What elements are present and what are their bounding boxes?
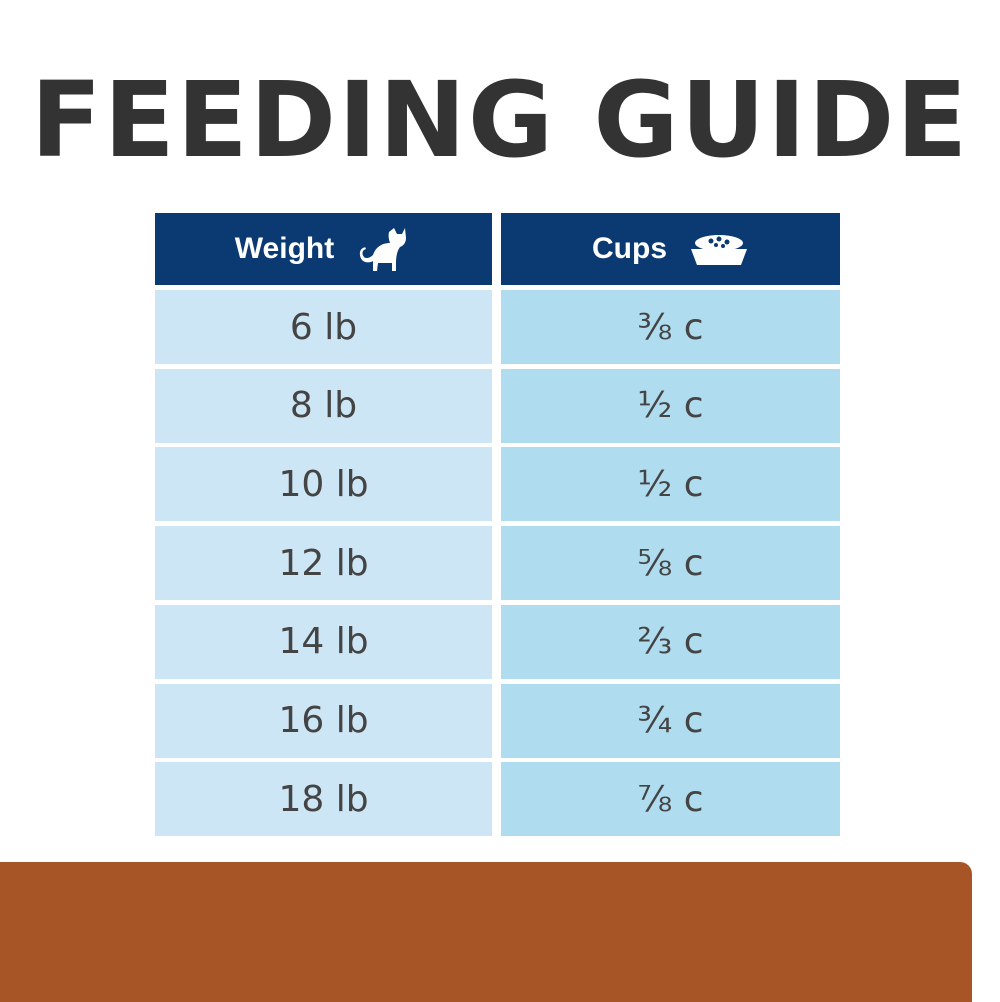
- footer-block: [0, 862, 972, 1002]
- table-cell: 16 lb: [155, 683, 492, 758]
- table-cell: ½ c: [501, 447, 840, 522]
- table-cell: 12 lb: [155, 526, 492, 601]
- title: FEEDING GUIDE: [30, 59, 970, 181]
- header-cell: Weight: [155, 213, 492, 285]
- header-cell: Cups: [501, 213, 840, 285]
- table-cell: 6 lb: [155, 290, 492, 364]
- table-cell: 18 lb: [155, 762, 492, 837]
- table-cell: ⅝ c: [501, 526, 840, 601]
- table-cell: 10 lb: [155, 447, 492, 522]
- table-cell: ⅜ c: [501, 290, 840, 364]
- bowl-icon: [691, 235, 747, 265]
- table-cell: ⅔ c: [501, 604, 840, 679]
- table-cell: 8 lb: [155, 368, 492, 443]
- table-cell: ¾ c: [501, 683, 840, 758]
- column-label: Weight: [234, 232, 335, 265]
- table-cell: ½ c: [501, 368, 840, 443]
- table-cell: 14 lb: [155, 604, 492, 679]
- cat-icon: [360, 228, 407, 271]
- table-cell: ⅞ c: [501, 762, 840, 837]
- column-label: Cups: [592, 232, 667, 265]
